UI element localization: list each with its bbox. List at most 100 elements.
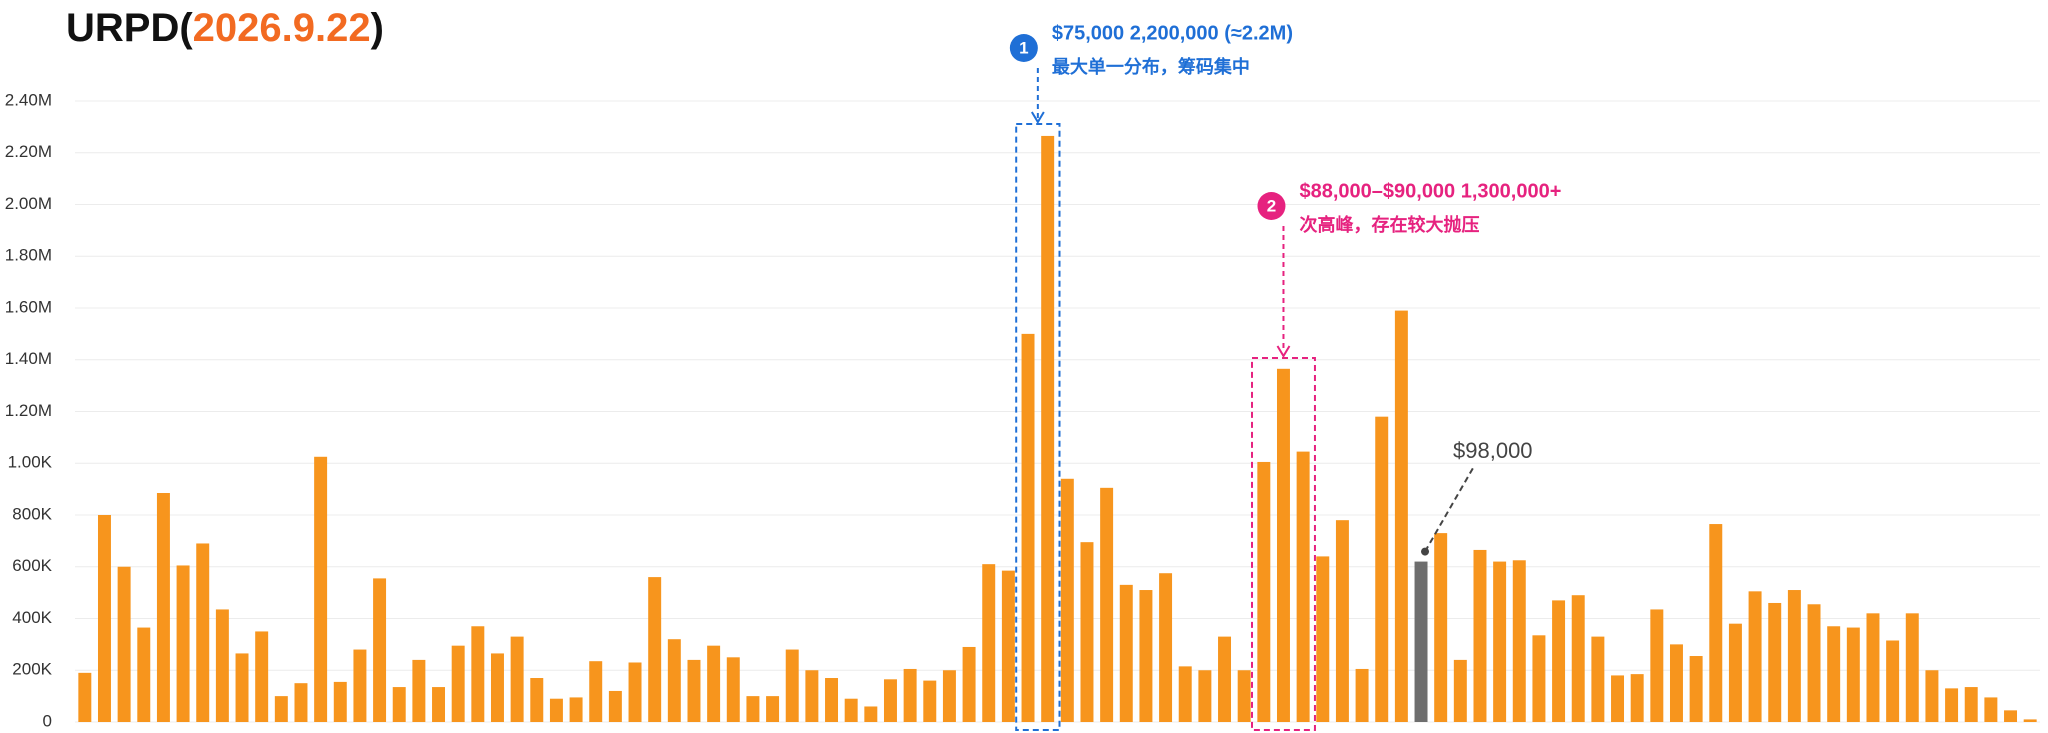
bar bbox=[1669, 644, 1683, 722]
y-tick-label: 0 bbox=[43, 711, 52, 730]
bar bbox=[196, 543, 210, 722]
bar bbox=[726, 657, 740, 722]
y-tick-label: 600K bbox=[12, 556, 52, 575]
bar bbox=[1630, 674, 1644, 722]
bar bbox=[648, 577, 662, 722]
bar bbox=[1512, 560, 1526, 722]
bar bbox=[274, 696, 288, 722]
bar bbox=[1316, 556, 1330, 722]
y-tick-label: 1.60M bbox=[5, 297, 52, 316]
bar bbox=[333, 681, 347, 722]
badge bbox=[1257, 192, 1286, 220]
bar bbox=[1787, 590, 1801, 722]
bar bbox=[1571, 595, 1585, 722]
bar bbox=[883, 679, 897, 722]
bar bbox=[1139, 590, 1153, 722]
badge bbox=[1009, 34, 1038, 62]
bar bbox=[1591, 636, 1605, 722]
y-tick-label: 2.20M bbox=[5, 142, 52, 161]
bar bbox=[1080, 542, 1094, 722]
bar bbox=[1394, 310, 1408, 722]
y-tick-label: 800K bbox=[12, 504, 52, 523]
bar bbox=[569, 697, 583, 722]
bar bbox=[1886, 640, 1900, 722]
bar bbox=[1453, 659, 1467, 722]
annotation-title: $75,000 2,200,000 (≈2.2M) bbox=[1052, 22, 1293, 44]
bar bbox=[1375, 416, 1389, 722]
bar bbox=[1178, 666, 1192, 722]
bar bbox=[746, 696, 760, 722]
bar bbox=[432, 687, 446, 722]
bar bbox=[1218, 636, 1232, 722]
bar bbox=[903, 668, 917, 722]
bar bbox=[1532, 635, 1546, 722]
bar bbox=[471, 626, 485, 722]
bar bbox=[353, 649, 367, 722]
y-tick-label: 1.00K bbox=[8, 453, 53, 472]
y-tick-label: 1.80M bbox=[5, 246, 52, 265]
bar bbox=[628, 662, 642, 722]
arrow-head bbox=[1030, 111, 1045, 124]
bar bbox=[1119, 584, 1133, 722]
bar bbox=[707, 645, 721, 722]
bar bbox=[412, 659, 426, 722]
bar bbox=[1159, 573, 1173, 722]
bar bbox=[490, 653, 504, 722]
bar bbox=[255, 631, 269, 722]
bar bbox=[825, 678, 839, 722]
bar bbox=[1257, 461, 1271, 722]
bar bbox=[1945, 688, 1959, 722]
bar bbox=[805, 670, 819, 722]
y-tick-label: 1.20M bbox=[5, 401, 52, 420]
bar bbox=[294, 683, 308, 722]
bar bbox=[982, 564, 996, 722]
y-tick-label: 2.40M bbox=[5, 90, 52, 109]
bar bbox=[1689, 656, 1703, 722]
bar bbox=[1709, 524, 1723, 722]
bar bbox=[687, 659, 701, 722]
bar bbox=[1276, 368, 1290, 722]
bar bbox=[137, 627, 151, 722]
y-tick-label: 400K bbox=[12, 608, 52, 627]
bar bbox=[1237, 670, 1251, 722]
bar bbox=[1060, 478, 1074, 722]
bar bbox=[117, 566, 131, 722]
bar bbox=[451, 645, 465, 722]
bar bbox=[608, 690, 622, 722]
bar bbox=[1846, 627, 1860, 722]
y-tick-label: 200K bbox=[12, 660, 52, 679]
bar bbox=[1964, 687, 1978, 722]
pointer-line bbox=[1424, 467, 1474, 553]
bar bbox=[2023, 719, 2037, 722]
title-date: 2026.9.22 bbox=[193, 6, 371, 50]
chart-title: URPD(2026.9.22) bbox=[66, 6, 384, 50]
bar bbox=[392, 687, 406, 722]
bar bbox=[1768, 602, 1782, 722]
bar bbox=[667, 639, 681, 722]
bar bbox=[1650, 609, 1664, 722]
bar bbox=[1021, 333, 1035, 722]
bar bbox=[235, 653, 249, 722]
title-part: URPD( bbox=[66, 6, 193, 50]
bar bbox=[1001, 570, 1015, 722]
bar bbox=[78, 672, 92, 722]
bar bbox=[923, 680, 937, 722]
bar bbox=[589, 661, 603, 722]
arrow-head bbox=[1276, 345, 1291, 358]
annotation-note: 最大单一分布，筹码集中 bbox=[1052, 56, 1250, 77]
bar bbox=[785, 649, 799, 722]
bar bbox=[97, 515, 111, 722]
bar bbox=[1198, 670, 1212, 722]
bar bbox=[1355, 668, 1369, 722]
bar bbox=[1748, 591, 1762, 722]
bar bbox=[1807, 604, 1821, 722]
bar bbox=[510, 636, 524, 722]
bar bbox=[844, 698, 858, 722]
bar bbox=[1866, 613, 1880, 722]
bar bbox=[1827, 626, 1841, 722]
bar bbox=[176, 565, 190, 722]
bar bbox=[156, 493, 170, 722]
bar bbox=[766, 696, 780, 722]
y-tick-label: 1.40M bbox=[5, 349, 52, 368]
title-part: ) bbox=[371, 6, 384, 50]
